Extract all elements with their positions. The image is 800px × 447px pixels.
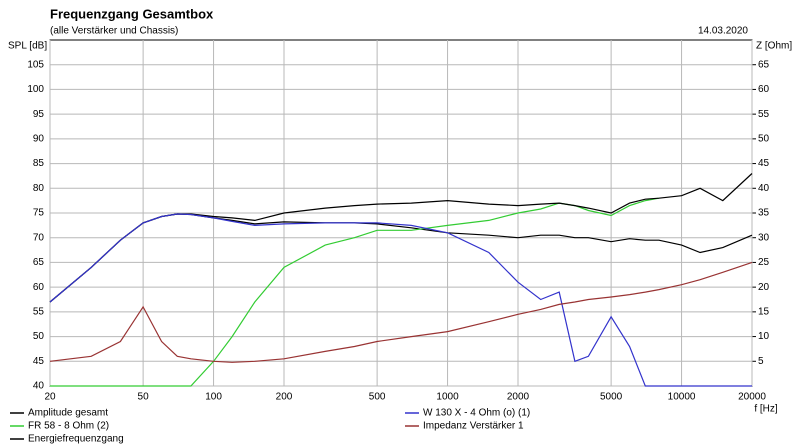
x-tick-label: 50	[138, 392, 150, 403]
legend-label: Impedanz Verstärker 1	[423, 421, 524, 432]
y2-tick-label: 55	[758, 109, 770, 120]
series-line	[49, 213, 752, 387]
y-tick-label: 65	[33, 257, 45, 268]
x-tick-label: 20	[44, 392, 56, 403]
y-tick-label: 90	[33, 133, 45, 144]
y2-tick-label: 45	[758, 158, 770, 169]
x-tick-label: 5000	[600, 392, 623, 403]
series-line	[50, 197, 660, 387]
y2-axis-label: Z [Ohm]	[756, 41, 792, 52]
y2-tick-label: 30	[758, 232, 770, 243]
y2-tick-label: 35	[758, 208, 770, 219]
y2-tick-label: 15	[758, 306, 770, 317]
x-tick-label: 1000	[436, 392, 459, 403]
y-tick-label: 85	[33, 158, 45, 169]
y-tick-label: 40	[33, 381, 45, 392]
y-tick-label: 100	[27, 84, 44, 95]
x-axis-label: f [Hz]	[754, 404, 778, 415]
series-line	[49, 213, 753, 303]
y2-tick-label: 40	[758, 183, 770, 194]
y2-tick-label: 10	[758, 331, 770, 342]
y2-tick-label: 20	[758, 282, 770, 293]
y-tick-label: 70	[33, 232, 45, 243]
y-tick-label: 50	[33, 331, 45, 342]
x-tick-label: 200	[276, 392, 293, 403]
series-line	[49, 261, 753, 363]
y2-tick-label: 5	[758, 356, 764, 367]
x-tick-label: 20000	[738, 392, 766, 403]
y-tick-label: 55	[33, 306, 45, 317]
x-tick-label: 2000	[507, 392, 530, 403]
y2-tick-label: 50	[758, 133, 770, 144]
y-tick-label: 105	[27, 59, 44, 70]
legend-label: Amplitude gesamt	[28, 408, 108, 419]
y2-tick-label: 65	[758, 59, 770, 70]
y-tick-label: 45	[33, 356, 45, 367]
chart-subtitle: (alle Verstärker und Chassis)	[50, 26, 178, 37]
chart-date: 14.03.2020	[698, 26, 748, 37]
x-tick-label: 500	[369, 392, 386, 403]
y-tick-label: 95	[33, 109, 45, 120]
legend-label: FR 58 - 8 Ohm (2)	[28, 421, 109, 432]
y-axis-label: SPL [dB]	[8, 41, 47, 52]
chart-title: Frequenzgang Gesamtbox	[50, 6, 214, 21]
y-tick-label: 60	[33, 282, 45, 293]
y2-tick-label: 60	[758, 84, 770, 95]
y2-tick-label: 25	[758, 257, 770, 268]
legend-label: W 130 X - 4 Ohm (o) (1)	[423, 408, 530, 419]
x-tick-label: 100	[205, 392, 222, 403]
y-tick-label: 75	[33, 208, 45, 219]
x-tick-label: 10000	[668, 392, 696, 403]
y-tick-label: 80	[33, 183, 45, 194]
legend-label: Energiefrequenzgang	[28, 434, 124, 445]
